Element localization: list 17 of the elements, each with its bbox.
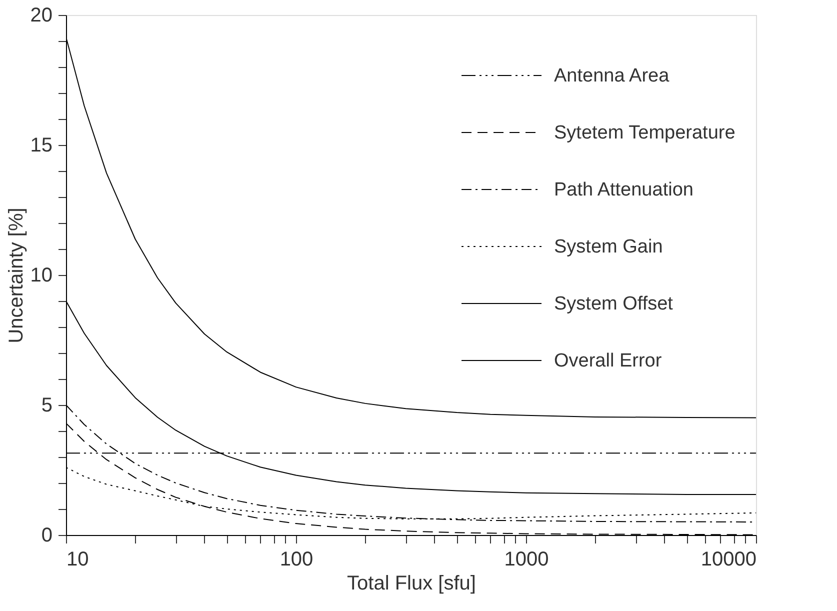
- legend-label: System Gain: [554, 236, 663, 258]
- y-tick-label: 5: [41, 394, 52, 416]
- legend-label: Antenna Area: [554, 66, 670, 86]
- y-tick-label: 10: [30, 264, 52, 286]
- x-tick-label: 10000: [700, 548, 756, 570]
- x-tick-label: 10: [66, 548, 89, 570]
- legend-label: Sytetem Temperature: [554, 122, 736, 144]
- legend-label: Path Attenuation: [554, 180, 694, 200]
- legend-label: Overall Error: [554, 350, 662, 372]
- legend-label: System Offset: [554, 294, 674, 314]
- y-tick-label: 15: [30, 134, 52, 156]
- x-tick-label: 100: [280, 548, 314, 570]
- x-tick-label: 1000: [504, 548, 549, 570]
- x-axis-title: Total Flux [sfu]: [347, 572, 476, 594]
- y-axis-title: Uncertainty [%]: [5, 208, 28, 344]
- y-tick-label: 20: [30, 4, 52, 26]
- y-tick-label: 0: [41, 524, 52, 546]
